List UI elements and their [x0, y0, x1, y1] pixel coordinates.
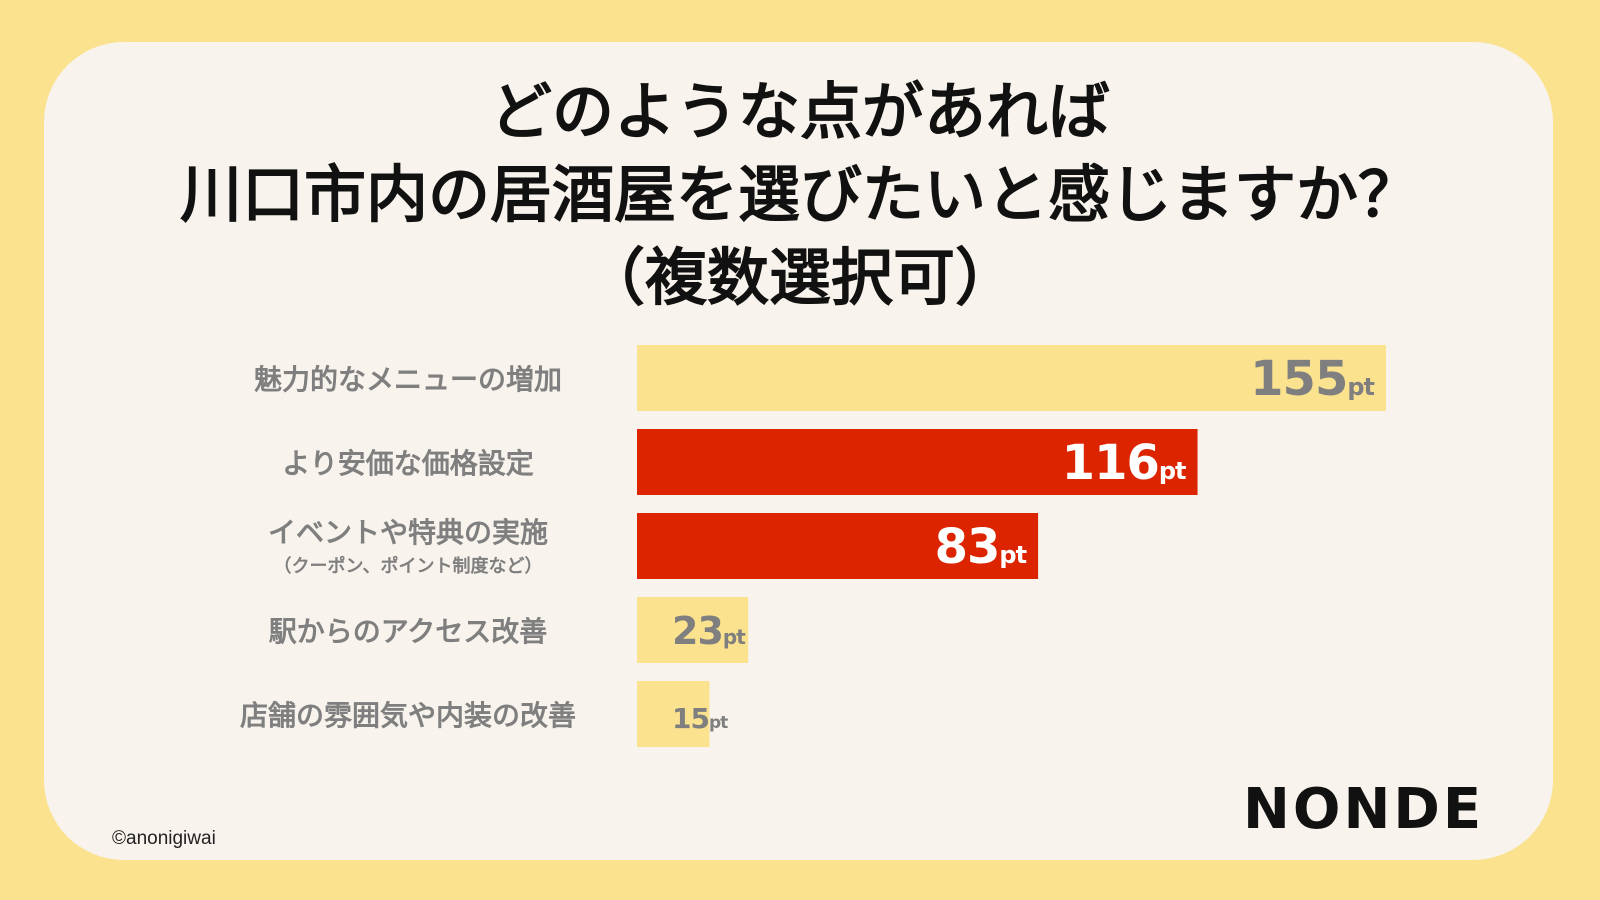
value-label-2: 116pt [1062, 435, 1186, 491]
category-label-4: 駅からのアクセス改善 [269, 615, 548, 648]
category-note-3: （クーポン、ポイント制度など） [274, 555, 543, 577]
category-label-1: 魅力的なメニューの増加 [254, 363, 562, 396]
category-label-3: イベントや特典の実施 [268, 516, 548, 549]
value-label-3: 83pt [935, 519, 1027, 575]
title-line-3: （複数選択可） [582, 241, 1017, 314]
chart-title: どのような点があれば 川口市内の居酒屋を選びたいと感じますか？ （複数選択可） [0, 70, 1600, 319]
category-label-5: 店舗の雰囲気や内装の改善 [240, 699, 576, 732]
title-line-2: 川口市内の居酒屋を選びたいと感じますか？ [179, 158, 1420, 231]
bar-2 [637, 429, 1198, 495]
brand-logo: NONDE [1243, 777, 1485, 842]
bar-5 [637, 681, 710, 747]
category-label-2: より安価な価格設定 [282, 447, 533, 480]
bar-3 [637, 513, 1039, 579]
copyright-text: ©anonigiwai [112, 828, 216, 849]
value-label-4: 23pt [672, 609, 746, 653]
bar-4 [637, 597, 749, 663]
bar-1 [637, 345, 1386, 411]
title-line-1: どのような点があれば [489, 75, 1110, 148]
value-label-5: 15pt [672, 702, 728, 735]
value-label-1: 155pt [1250, 351, 1374, 407]
